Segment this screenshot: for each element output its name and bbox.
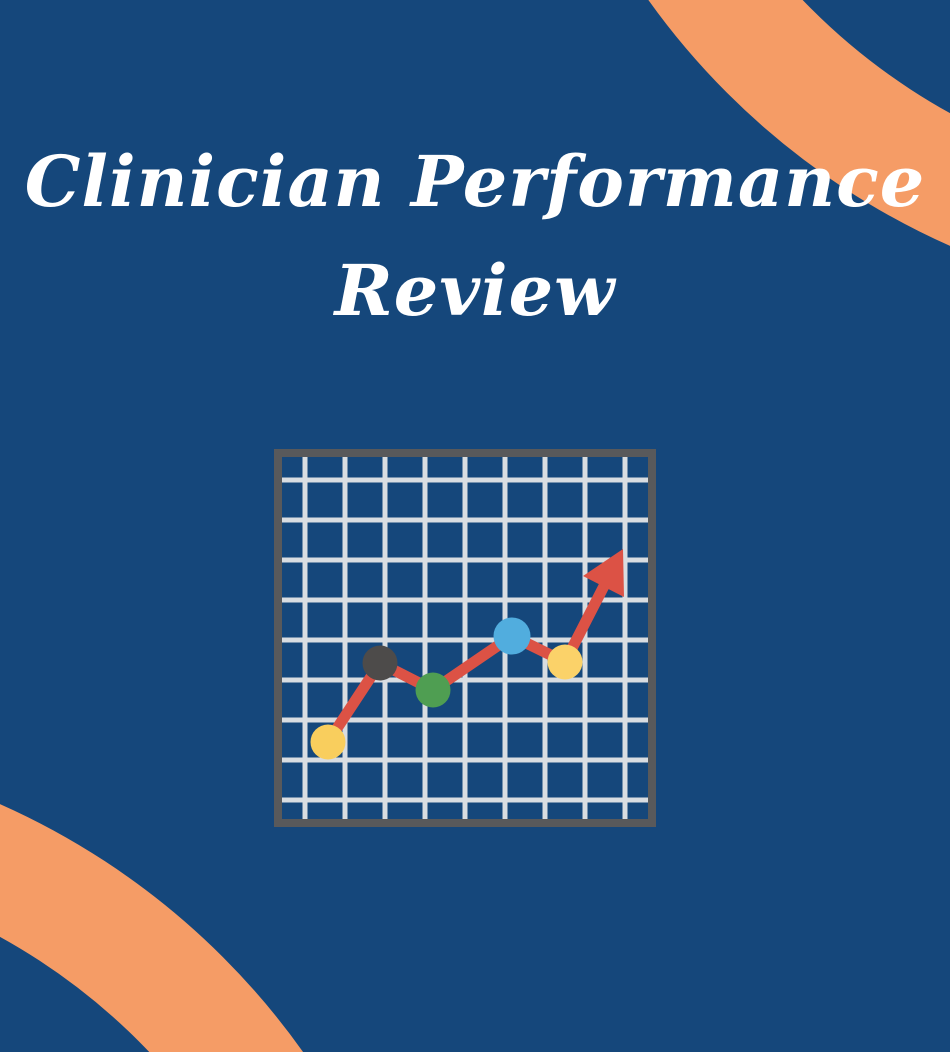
data-point-4 [493, 617, 531, 655]
data-point-2 [362, 645, 398, 681]
chart-frame [274, 449, 656, 827]
page-title: Clinician Performance Review [0, 128, 950, 345]
chart-illustration [274, 449, 656, 827]
trend-arrow-head-icon [583, 549, 624, 597]
data-point-5 [547, 644, 583, 680]
title-line-1: Clinician Performance [24, 140, 926, 223]
data-point-3 [415, 672, 451, 708]
title-line-2: Review [334, 248, 616, 332]
corner-ring-bottom-left-icon [0, 804, 304, 1052]
chart-grid [282, 457, 648, 819]
data-point-1 [310, 724, 346, 760]
